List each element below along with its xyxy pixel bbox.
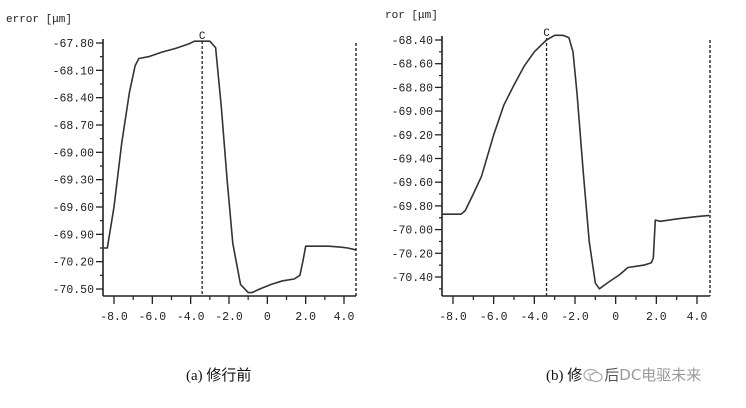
x-tick-label: 2.0	[295, 311, 316, 324]
error-curve	[441, 34, 710, 290]
y-tick-label: -70.50	[53, 284, 95, 297]
error-curve	[102, 40, 356, 294]
y-tick-label: -69.30	[53, 175, 95, 188]
y-tick-label: -69.90	[53, 229, 95, 242]
caption-after-prefix: (b) 修	[546, 368, 583, 384]
watermark-text: DC电驱未来	[619, 366, 702, 384]
y-tick-label: -68.40	[53, 93, 95, 106]
y-tick-label: -70.00	[392, 225, 434, 238]
y-tick-label: -69.00	[53, 147, 95, 160]
chart-after-svg: ror [μm] -68.40 -68.60 -68.80 -69.00 -69.20 -6…	[385, 10, 711, 324]
y-tick-label: -70.20	[53, 257, 95, 270]
x-tick-label: 4.0	[687, 311, 708, 324]
x-tick-label: 2.0	[646, 311, 667, 324]
y-tick-label: -69.80	[392, 201, 434, 214]
y-tick-label: -67.80	[53, 38, 95, 51]
x-tick-label: -8.0	[100, 311, 128, 324]
y-tick-label: -68.60	[392, 59, 434, 72]
x-tick-label: -2.0	[215, 311, 243, 324]
x-tick-label: 0	[264, 311, 271, 324]
chart-panel-before: error [μm] -67.80 -68.10 -68.40 -68.70 -69.00…	[0, 0, 373, 340]
y-tick-label: -68.80	[392, 82, 434, 95]
y-tick-label: -69.60	[53, 202, 95, 215]
y-tick-label: -69.00	[392, 106, 434, 119]
x-tick-label: -8.0	[439, 311, 467, 324]
caption-after-suffix: 后	[604, 368, 620, 384]
x-tick-label: 4.0	[334, 311, 355, 324]
y-tick-label: -68.40	[392, 35, 434, 48]
wechat-logo-icon	[582, 367, 604, 383]
y-axis-label: error [μm]	[6, 14, 72, 26]
marker-label-c: C	[543, 28, 550, 40]
y-tick-label: -69.40	[392, 154, 434, 167]
x-tick-label: -6.0	[139, 311, 167, 324]
y-tick-label: -69.20	[392, 130, 434, 143]
x-tick-label: 0	[612, 311, 619, 324]
x-tick-label: -2.0	[561, 311, 589, 324]
x-tick-label: -4.0	[521, 311, 549, 324]
y-axis-label: ror [μm]	[385, 10, 438, 22]
chart-panel-after: ror [μm] -68.40 -68.60 -68.80 -69.00 -69.20 -6…	[373, 0, 746, 340]
chart-before-svg: error [μm] -67.80 -68.10 -68.40 -68.70 -69.00…	[6, 14, 357, 324]
x-tick-label: -4.0	[177, 311, 205, 324]
y-tick-label: -68.10	[53, 65, 95, 78]
x-tick-label: -6.0	[480, 311, 508, 324]
y-tick-label: -70.20	[392, 248, 434, 261]
caption-before: (a) 修行前	[186, 368, 252, 384]
caption-after: (b) 修 后DC电驱未来	[546, 364, 701, 385]
y-tick-label: -68.70	[53, 120, 95, 133]
marker-label-c: C	[199, 31, 206, 43]
y-tick-label: -69.60	[392, 177, 434, 190]
y-tick-label: -70.40	[392, 272, 434, 285]
